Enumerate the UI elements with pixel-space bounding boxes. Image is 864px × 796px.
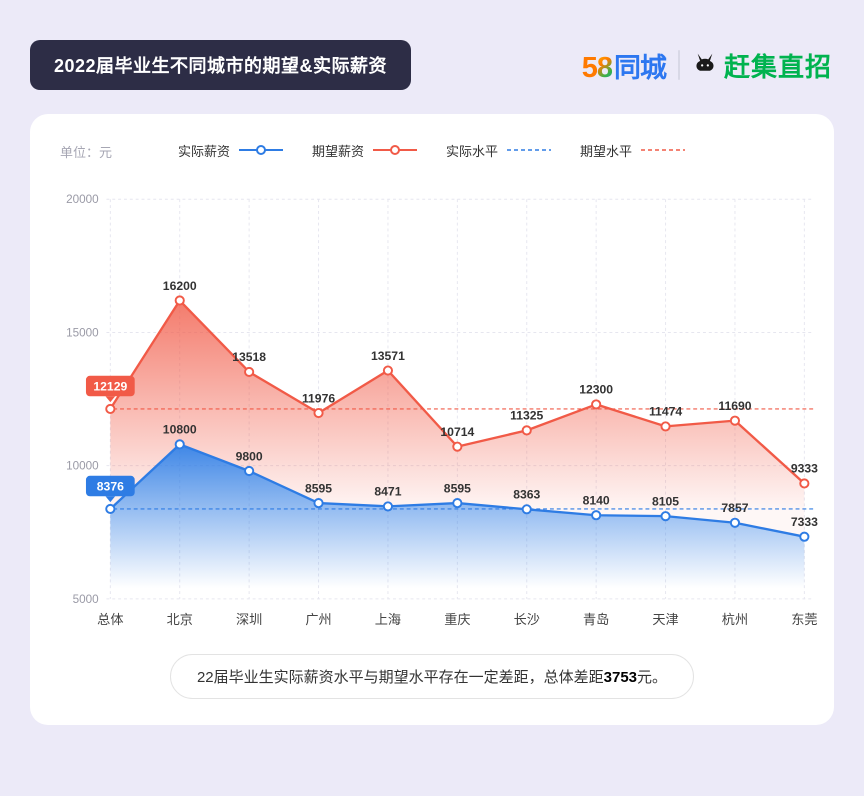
unit-label: 单位：元 xyxy=(60,145,113,160)
svg-text:总体: 总体 xyxy=(97,612,123,627)
logo-divider xyxy=(677,50,680,80)
svg-text:10000: 10000 xyxy=(66,460,99,473)
legend-label: 实际水平 xyxy=(446,143,499,159)
header: 2022届毕业生不同城市的期望&实际薪资 5 8 同城 赶集直招 xyxy=(0,0,864,114)
svg-text:杭州: 杭州 xyxy=(722,612,748,627)
svg-text:11690: 11690 xyxy=(718,399,751,413)
logo-ganji-text: 赶集直招 xyxy=(723,51,832,82)
legend-line-circle-icon xyxy=(373,145,417,155)
svg-text:9800: 9800 xyxy=(236,449,263,463)
svg-text:8140: 8140 xyxy=(583,494,610,508)
legend-item-expected-level: 期望水平 xyxy=(580,141,686,160)
svg-text:13518: 13518 xyxy=(232,350,266,364)
svg-text:东莞: 东莞 xyxy=(791,612,817,627)
logo-5: 5 xyxy=(581,51,598,84)
svg-text:广州: 广州 xyxy=(305,612,331,627)
note-highlight: 3753 xyxy=(603,668,638,686)
svg-text:8105: 8105 xyxy=(652,494,679,508)
svg-text:15000: 15000 xyxy=(66,326,99,339)
legend-label: 实际薪资 xyxy=(177,143,230,159)
svg-text:深圳: 深圳 xyxy=(236,612,262,627)
note-suffix: 元。 xyxy=(637,668,668,686)
svg-text:10800: 10800 xyxy=(163,423,197,437)
legend-label: 期望薪资 xyxy=(311,143,364,159)
svg-text:11976: 11976 xyxy=(302,391,335,405)
svg-text:7333: 7333 xyxy=(791,515,818,529)
logo-ganji: 赶集直招 xyxy=(692,47,832,84)
svg-text:长沙: 长沙 xyxy=(514,612,540,627)
logo-58tongcheng: 5 8 同城 xyxy=(581,46,667,85)
legend-label: 期望水平 xyxy=(580,143,633,159)
svg-text:12300: 12300 xyxy=(579,383,613,397)
svg-text:8376: 8376 xyxy=(97,479,124,493)
svg-text:重庆: 重庆 xyxy=(444,612,470,627)
svg-text:8595: 8595 xyxy=(444,481,471,495)
logo-tongcheng: 同城 xyxy=(613,52,667,83)
svg-text:8363: 8363 xyxy=(513,488,540,502)
svg-text:8595: 8595 xyxy=(305,481,332,495)
salary-line-chart: 5000 10000 15000 20000 16200 13518 11976 13571 1… xyxy=(66,193,818,627)
note-text: 22届毕业生实际薪资水平与期望水平存在一定差距，总体差距 xyxy=(196,668,604,686)
footer-note-row: 22届毕业生实际薪资水平与期望水平存在一定差距，总体差距3753元。 xyxy=(46,653,818,699)
legend-dashed-line-icon xyxy=(507,149,552,151)
legend-item-actual-level: 实际水平 xyxy=(446,141,552,160)
svg-text:青岛: 青岛 xyxy=(583,612,609,627)
legend-dashed-line-icon xyxy=(641,149,686,151)
donkey-icon xyxy=(696,53,714,71)
svg-text:13571: 13571 xyxy=(371,349,405,363)
svg-text:12129: 12129 xyxy=(93,379,127,393)
svg-text:11474: 11474 xyxy=(649,405,682,419)
svg-text:上海: 上海 xyxy=(375,612,401,627)
svg-text:10714: 10714 xyxy=(440,425,474,439)
legend-item-expected-salary: 期望薪资 xyxy=(312,141,418,160)
footer-note: 22届毕业生实际薪资水平与期望水平存在一定差距，总体差距3753元。 xyxy=(169,653,695,699)
svg-text:5000: 5000 xyxy=(73,593,100,606)
logo-8: 8 xyxy=(596,51,613,84)
svg-text:9333: 9333 xyxy=(791,462,818,476)
svg-text:16200: 16200 xyxy=(163,279,197,293)
legend-item-actual-salary: 实际薪资 xyxy=(178,141,284,160)
chart-legend: 实际薪资 期望薪资 实际水平 期望水平 xyxy=(178,141,686,160)
brand-logos: 5 8 同城 赶集直招 xyxy=(582,46,832,85)
svg-text:天津: 天津 xyxy=(652,612,678,627)
svg-text:11325: 11325 xyxy=(510,409,543,423)
svg-text:8471: 8471 xyxy=(374,485,401,499)
legend-line-circle-icon xyxy=(238,145,283,155)
svg-text:7857: 7857 xyxy=(721,501,748,515)
page-title: 2022届毕业生不同城市的期望&实际薪资 xyxy=(30,40,412,90)
svg-text:20000: 20000 xyxy=(66,193,99,206)
chart-top-bar: 单位：元 实际薪资 期望薪资 实际水平 xyxy=(46,134,818,166)
svg-text:北京: 北京 xyxy=(167,612,193,627)
chart-card: 单位：元 实际薪资 期望薪资 实际水平 xyxy=(30,114,834,725)
